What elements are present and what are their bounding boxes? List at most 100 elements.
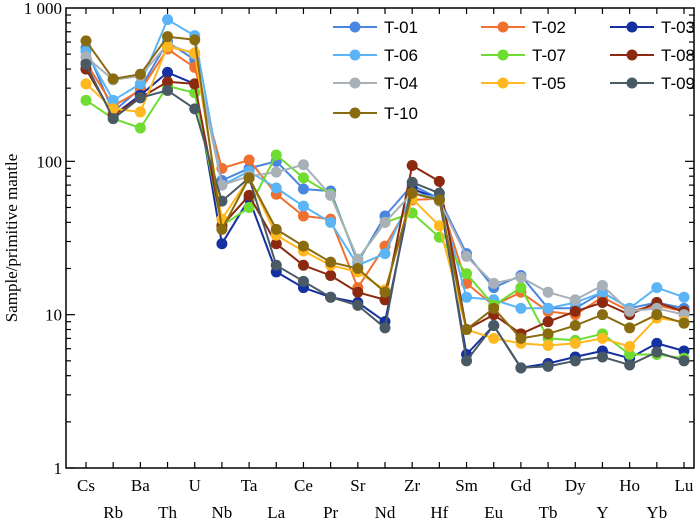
y-tick-label: 100	[37, 152, 63, 171]
data-point	[325, 270, 337, 282]
data-point	[488, 277, 500, 289]
data-point	[134, 92, 146, 104]
x-tick-label: Sr	[350, 476, 365, 495]
legend-label: T-02	[532, 18, 566, 37]
x-tick-label: Th	[158, 503, 177, 522]
data-point	[216, 223, 228, 235]
x-axis: Cs Rb Ba Th U Nb Ta La Ce Pr Sr Nd Zr Hf Sm Eu Gd Tb Dy Y Ho…	[77, 8, 694, 522]
data-point	[297, 200, 309, 212]
x-tick-label: Cs	[77, 476, 95, 495]
data-point	[352, 286, 364, 298]
data-point	[352, 299, 364, 311]
x-tick-label: Ho	[619, 476, 640, 495]
data-point	[624, 348, 636, 360]
x-tick-label: Dy	[565, 476, 586, 495]
x-tick-label: Tb	[539, 503, 558, 522]
legend-marker	[497, 21, 509, 33]
legend-item: T-04	[333, 74, 418, 93]
data-point	[297, 240, 309, 252]
y-axis: 1 10 100 1 000	[24, 0, 694, 478]
data-point	[80, 78, 92, 90]
data-point	[107, 113, 119, 125]
data-point	[80, 58, 92, 70]
data-point	[297, 259, 309, 271]
data-point	[569, 355, 581, 367]
x-tick-label: Eu	[484, 503, 503, 522]
data-point	[243, 189, 255, 201]
y-axis-label: Sample/primitive mantle	[2, 154, 21, 323]
data-point	[270, 149, 282, 161]
data-point	[515, 302, 527, 314]
data-point	[80, 35, 92, 47]
legend-marker	[626, 49, 638, 61]
data-point	[379, 216, 391, 228]
data-point	[80, 94, 92, 106]
legend-item: T-09	[610, 74, 695, 93]
data-point	[406, 187, 418, 199]
x-tick-label: Sm	[455, 476, 478, 495]
legend-label: T-01	[384, 18, 418, 37]
legend-item: T-07	[481, 46, 566, 65]
data-point	[406, 176, 418, 188]
x-tick-label: Ba	[131, 476, 150, 495]
data-point	[270, 166, 282, 178]
data-point	[406, 159, 418, 171]
data-point	[461, 355, 473, 367]
data-point	[624, 359, 636, 371]
series-T-09	[80, 58, 690, 374]
data-point	[243, 201, 255, 213]
data-point	[624, 322, 636, 334]
data-point	[297, 183, 309, 195]
data-point	[352, 263, 364, 275]
data-point	[270, 238, 282, 250]
x-tick-label: Y	[596, 503, 608, 522]
data-point	[651, 337, 663, 349]
data-point	[107, 94, 119, 106]
legend-marker	[349, 77, 361, 89]
data-point	[134, 68, 146, 80]
x-tick-label: Pr	[323, 503, 338, 522]
data-point	[433, 175, 445, 187]
data-point	[325, 256, 337, 268]
data-point	[162, 31, 174, 43]
data-point	[379, 322, 391, 334]
data-point	[433, 194, 445, 206]
legend-label: T-08	[661, 46, 695, 65]
legend-item: T-06	[333, 46, 418, 65]
data-point	[678, 317, 690, 329]
legend-label: T-07	[532, 46, 566, 65]
legend-label: T-05	[532, 74, 566, 93]
data-point	[488, 302, 500, 314]
legend-marker	[626, 21, 638, 33]
data-point	[297, 159, 309, 171]
x-tick-label: Ta	[241, 476, 258, 495]
data-point	[542, 286, 554, 298]
legend-marker	[497, 49, 509, 61]
data-point	[515, 362, 527, 374]
data-point	[596, 332, 608, 344]
data-point	[651, 346, 663, 358]
data-point	[270, 259, 282, 271]
data-point	[379, 294, 391, 306]
data-point	[325, 216, 337, 228]
data-point	[569, 294, 581, 306]
data-point	[461, 250, 473, 262]
data-point	[542, 328, 554, 340]
legend-marker	[497, 77, 509, 89]
data-point	[651, 282, 663, 294]
legend: T-01 T-02 T-03 T-06 T-07 T-08 T-04 T-05 T-09 T-10	[333, 18, 695, 123]
data-point	[162, 66, 174, 78]
data-point	[515, 332, 527, 344]
x-tick-label: Nb	[212, 503, 233, 522]
plot-frame	[65, 7, 695, 469]
data-point	[162, 41, 174, 53]
data-point	[216, 179, 228, 191]
data-point	[107, 73, 119, 85]
data-point	[542, 360, 554, 372]
data-point	[488, 332, 500, 344]
x-tick-label: Hf	[430, 503, 448, 522]
data-point	[461, 291, 473, 303]
legend-label: T-03	[661, 18, 695, 37]
data-point	[379, 248, 391, 260]
